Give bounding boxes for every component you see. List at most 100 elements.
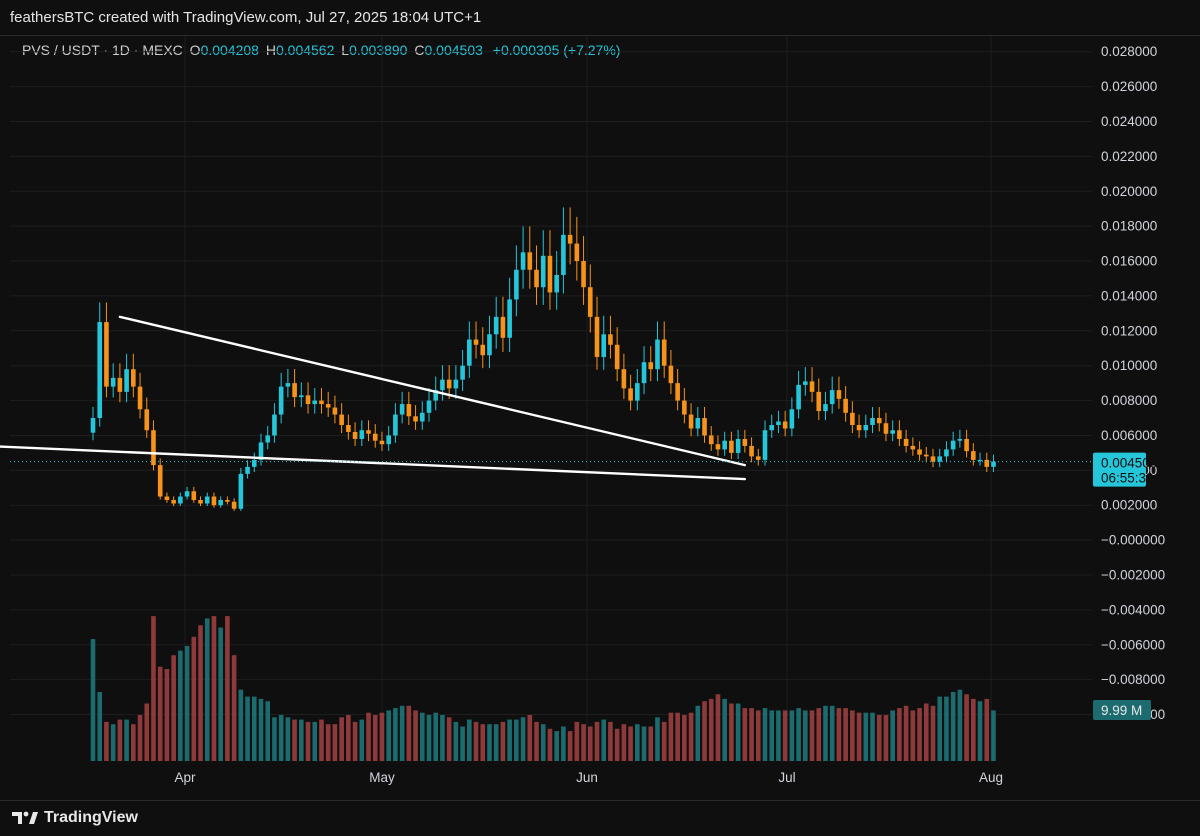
- volume-bar: [117, 719, 123, 761]
- volume-bar: [937, 696, 943, 761]
- chart-grid: [10, 36, 1092, 762]
- high-value: 0.004562: [275, 42, 335, 58]
- volume-bar: [312, 721, 318, 761]
- volume-bar: [735, 703, 741, 761]
- volume-bar: [984, 698, 990, 761]
- volume-value: 9.99 M: [1101, 703, 1142, 718]
- candle-body: [90, 418, 96, 433]
- candle-body: [157, 465, 163, 497]
- volume-bar: [419, 712, 425, 761]
- candle-body: [890, 430, 895, 434]
- candle-body: [171, 500, 176, 504]
- volume-bar: [319, 719, 324, 761]
- volume-bar: [608, 721, 613, 761]
- candle-body: [487, 334, 492, 356]
- volume-bar: [923, 703, 929, 761]
- last-price-value: 0.004503: [1101, 456, 1157, 471]
- tradingview-brand[interactable]: TradingView: [12, 809, 138, 827]
- volume-bar: [467, 719, 472, 761]
- candle-body: [500, 316, 506, 338]
- volume-bar: [547, 728, 553, 761]
- volume-bar: [742, 708, 748, 761]
- candle-body: [124, 369, 129, 392]
- volume-bar: [635, 724, 640, 761]
- volume-bar: [218, 627, 223, 761]
- candle-body: [144, 409, 150, 431]
- candle-body: [608, 334, 613, 345]
- volume-bar: [870, 712, 875, 761]
- candle-body: [668, 365, 674, 384]
- volume-bar: [661, 721, 667, 761]
- volume-bar: [567, 731, 573, 761]
- candle-body: [641, 362, 647, 384]
- volume-bar: [950, 692, 956, 761]
- candle-body: [514, 269, 519, 300]
- price-tick-label: 0.024000: [1101, 114, 1157, 129]
- volume-bar: [292, 719, 297, 761]
- chart-caption: feathersBTC created with TradingView.com…: [0, 0, 1200, 36]
- candle-body: [272, 414, 277, 436]
- trendline-lower: [0, 445, 747, 481]
- candle-body: [473, 339, 479, 345]
- volume-bar: [587, 726, 593, 761]
- ohlc-legend: PVS / USDT · 1D · MEXC O0.004208 H0.0045…: [22, 42, 620, 58]
- volume-bar: [574, 721, 580, 761]
- candle-body: [352, 431, 358, 439]
- candle-body: [937, 456, 943, 462]
- candle-body: [460, 365, 465, 380]
- volume-bar: [198, 625, 203, 761]
- volume-bar: [594, 721, 600, 761]
- brand-name: TradingView: [44, 809, 138, 826]
- volume-bar: [245, 696, 250, 761]
- candle-body: [708, 435, 714, 445]
- candle-body: [433, 390, 439, 401]
- candle-body: [251, 459, 257, 467]
- volume-bar: [561, 726, 566, 761]
- volume-bar: [816, 708, 822, 761]
- volume-bar: [843, 708, 848, 761]
- time-tick-label: Jul: [778, 770, 795, 785]
- volume-bar: [473, 721, 479, 761]
- price-axis: 0.028000 0.026000 0.024000 0.022000 0.020000…: [1101, 44, 1165, 722]
- candle-body: [561, 234, 566, 275]
- candle-body: [406, 404, 412, 417]
- candle-body: [729, 440, 734, 453]
- volume-bar: [554, 731, 559, 761]
- volume-bar: [823, 705, 828, 761]
- volume-bar: [836, 708, 842, 761]
- candle-body: [467, 339, 472, 366]
- candle-body: [883, 423, 889, 434]
- volume-bar: [426, 715, 432, 761]
- footer: TradingView: [0, 800, 1200, 836]
- price-tick-label: 0.006000: [1101, 428, 1157, 443]
- price-tick-label: 0.008000: [1101, 393, 1157, 408]
- candle-body: [897, 430, 902, 439]
- volume-bar: [325, 724, 331, 761]
- price-tick-label: −0.000000: [1101, 533, 1165, 548]
- volume-bar: [299, 719, 304, 761]
- price-tick-label: 0.012000: [1101, 323, 1157, 338]
- volume-bar: [231, 655, 237, 761]
- candle-body: [648, 362, 654, 370]
- price-chart[interactable]: 0.028000 0.026000 0.024000 0.022000 0.020000…: [0, 36, 1200, 800]
- volume-bar: [258, 698, 264, 761]
- candle-body: [366, 430, 371, 434]
- volume-bar: [910, 710, 916, 761]
- volume-bar: [520, 717, 526, 761]
- price-tick-label: 0.020000: [1101, 184, 1157, 199]
- volume-bar: [850, 710, 855, 761]
- volume-bar: [695, 705, 701, 761]
- candle-body: [191, 491, 197, 501]
- candle-body: [749, 445, 754, 457]
- symbol-label[interactable]: PVS / USDT · 1D · MEXC: [22, 42, 183, 58]
- price-tick-label: −0.008000: [1101, 672, 1165, 687]
- volume-bar: [621, 724, 627, 761]
- volume-bar: [379, 712, 385, 761]
- candle-body: [769, 425, 775, 431]
- candle-body: [178, 496, 183, 504]
- volume-bar: [796, 708, 801, 761]
- volume-bar: [359, 719, 365, 761]
- volume-bar: [191, 636, 197, 761]
- volume-bar: [903, 705, 909, 761]
- candle-body: [621, 369, 627, 389]
